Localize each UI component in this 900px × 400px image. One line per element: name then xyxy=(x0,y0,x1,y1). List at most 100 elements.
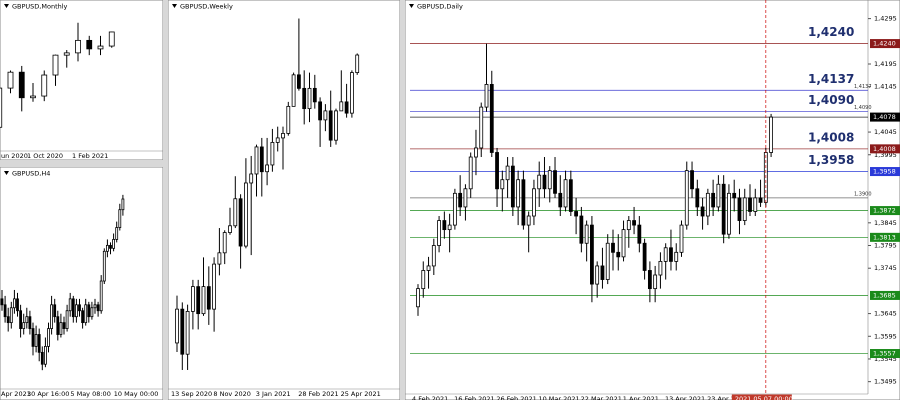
candle-body xyxy=(96,304,100,312)
x-tick-label: un 2020 xyxy=(1,152,28,160)
candle-body xyxy=(75,39,81,54)
candle-body xyxy=(437,220,441,246)
candle-body xyxy=(632,220,636,226)
candle-body xyxy=(355,54,360,73)
candle-body xyxy=(56,316,60,335)
candle-body xyxy=(90,307,94,318)
candle-body xyxy=(711,192,716,208)
x-tick-label: 3 Jan 2021 xyxy=(256,390,291,398)
candle-body xyxy=(307,87,312,110)
level-callout: 1,4090 xyxy=(808,93,854,107)
candle-body xyxy=(30,95,36,99)
y-tick-label: 1,4145 xyxy=(874,83,897,91)
candle-body xyxy=(705,192,710,217)
candle-body xyxy=(769,116,773,153)
price-tag xyxy=(870,206,900,216)
candle-body xyxy=(431,245,436,267)
x-tick-label: 5 May 08:00 xyxy=(70,390,110,398)
candle-body xyxy=(447,224,452,231)
candle-body xyxy=(0,87,3,128)
candle-body xyxy=(63,52,70,56)
candle-body xyxy=(75,304,78,318)
candle-body xyxy=(102,250,106,282)
candle-body xyxy=(93,304,97,309)
candle-body xyxy=(421,270,426,290)
level-label: 1,4137 xyxy=(854,84,872,90)
candle-body xyxy=(727,192,731,235)
candle-body xyxy=(212,263,217,310)
chart-title: GBPUSD,Daily xyxy=(417,3,463,11)
candle-body xyxy=(642,242,647,271)
candle-body xyxy=(0,298,4,306)
candle-body xyxy=(286,105,291,134)
candle-body xyxy=(52,54,59,76)
candle-body xyxy=(106,244,109,252)
candle-body xyxy=(28,316,32,329)
candle-body xyxy=(296,74,301,89)
x-tick-label: 28 Feb 2021 xyxy=(298,390,338,398)
candle-body xyxy=(65,310,69,329)
chart-title: GBPUSD,Weekly xyxy=(180,3,233,11)
candle-body xyxy=(463,188,468,208)
y-tick-label: 1,3495 xyxy=(874,378,897,386)
candle-body xyxy=(647,270,652,290)
candle-body xyxy=(12,298,16,309)
candle-body xyxy=(259,146,264,173)
candle-body xyxy=(37,334,41,353)
title-arrow xyxy=(172,4,177,8)
candle-body xyxy=(679,224,684,253)
x-tick-label: 30 Apr 16:00 xyxy=(27,390,69,398)
candle-body xyxy=(115,227,119,240)
candle-body xyxy=(758,197,763,203)
candle-body xyxy=(532,188,536,217)
candle-body xyxy=(118,209,122,228)
candle-body xyxy=(748,197,752,212)
candle-body xyxy=(238,198,243,247)
y-tick-label: 1,3545 xyxy=(874,355,897,363)
price-tag-label: 1,3685 xyxy=(873,291,896,299)
candle-body xyxy=(344,101,349,114)
candle-body xyxy=(249,173,254,184)
candle-body xyxy=(302,87,307,110)
title-arrow xyxy=(4,171,9,175)
candle-body xyxy=(41,74,48,97)
candle-body xyxy=(62,322,66,329)
candle-body xyxy=(99,280,103,312)
candle-body xyxy=(574,211,578,217)
weekly-panel: GBPUSD,Weekly 13 Sep 2020 8 Nov 2020 3 Jan … xyxy=(168,0,400,400)
crosshair-tag-label: 2021.05.07 00:00 xyxy=(735,395,793,400)
candle-body xyxy=(19,310,23,329)
candle-body xyxy=(416,288,420,308)
candle-body xyxy=(87,304,91,318)
candle-body xyxy=(521,179,526,226)
candle-body xyxy=(47,328,50,347)
x-tick-label: 22 Mar 2021 xyxy=(581,395,622,400)
candle-body xyxy=(265,164,270,173)
price-tag xyxy=(870,167,900,177)
candle-body xyxy=(700,206,705,217)
candle-body xyxy=(112,239,115,249)
y-tick-label: 1,3845 xyxy=(874,219,897,227)
candle-body xyxy=(579,215,584,244)
candle-body xyxy=(270,142,275,166)
x-tick-label: 1 Apr 2021 xyxy=(623,395,659,400)
x-tick-label: 10 Mar 2021 xyxy=(538,395,579,400)
candle-body xyxy=(16,298,19,312)
candle-body xyxy=(658,260,663,276)
x-tick-label: 26 Feb 2021 xyxy=(496,395,536,400)
candle-body xyxy=(334,110,338,141)
x-tick-label: 8 Nov 2020 xyxy=(213,390,251,398)
candle-body xyxy=(474,147,478,158)
candle-body xyxy=(468,156,473,190)
candle-body xyxy=(71,298,75,318)
candle-body xyxy=(505,165,510,181)
candle-body xyxy=(558,192,563,208)
price-tag xyxy=(870,290,900,300)
candle-body xyxy=(595,265,600,285)
price-tag-label: 1,3813 xyxy=(873,233,896,241)
candle-body xyxy=(196,286,201,315)
candle-body xyxy=(81,310,84,324)
level-label: 1,4090 xyxy=(854,105,872,111)
candle-body xyxy=(7,71,14,89)
